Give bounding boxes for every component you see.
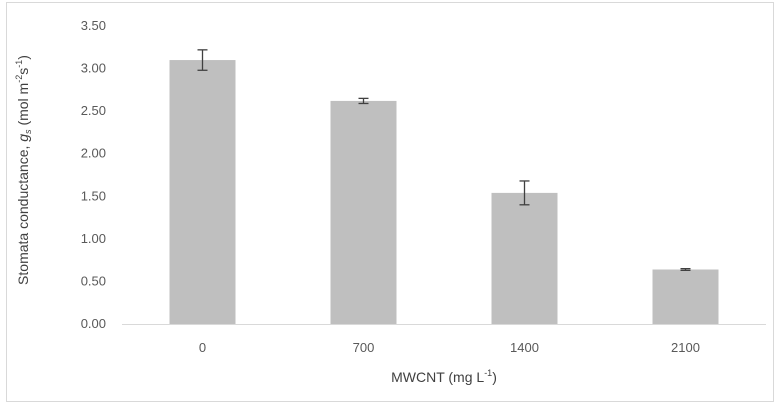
x-tick-label: 1400 (510, 340, 539, 355)
y-tick-label: 1.50 (81, 188, 106, 203)
x-axis-ticks: 0 700 1400 2100 (199, 340, 700, 355)
y-tick-label: 1.00 (81, 231, 106, 246)
x-axis-title-sup: -1 (484, 368, 492, 378)
x-axis-title-text: MWCNT (mg L (391, 369, 484, 385)
y-axis-title-mid: s (15, 68, 31, 75)
y-axis-title-units-close: ) (15, 55, 31, 60)
y-tick-label: 2.50 (81, 103, 106, 118)
x-axis-title-tail: ) (492, 369, 497, 385)
x-tick-label: 0 (199, 340, 206, 355)
x-axis-title: MWCNT (mg L-1) (391, 368, 497, 385)
y-tick-label: 0.00 (81, 316, 106, 331)
y-axis-ticks: 0.00 0.50 1.00 1.50 2.00 2.50 3.00 3.50 (81, 18, 106, 331)
y-axis-title: Stomata conductance, gs (mol m-2s-1) (14, 55, 33, 285)
y-axis-title-sup1: -2 (14, 75, 24, 83)
y-axis-title-var: g (15, 134, 31, 142)
bars (169, 60, 719, 325)
bar (169, 60, 236, 325)
y-tick-label: 2.00 (81, 146, 106, 161)
y-axis-title-prefix: Stomata conductance, (15, 142, 31, 285)
x-tick-label: 2100 (671, 340, 700, 355)
y-axis-title-units-open: (mol m (15, 83, 31, 130)
bar (330, 100, 397, 324)
y-axis-title-sup2: -1 (14, 60, 24, 68)
y-tick-label: 0.50 (81, 273, 106, 288)
error-bars (197, 49, 691, 272)
bar (491, 192, 558, 324)
y-tick-label: 3.50 (81, 18, 106, 33)
bar (652, 269, 719, 324)
x-tick-label: 700 (353, 340, 375, 355)
y-axis-title-var-sub: s (23, 129, 33, 134)
y-tick-label: 3.00 (81, 61, 106, 76)
